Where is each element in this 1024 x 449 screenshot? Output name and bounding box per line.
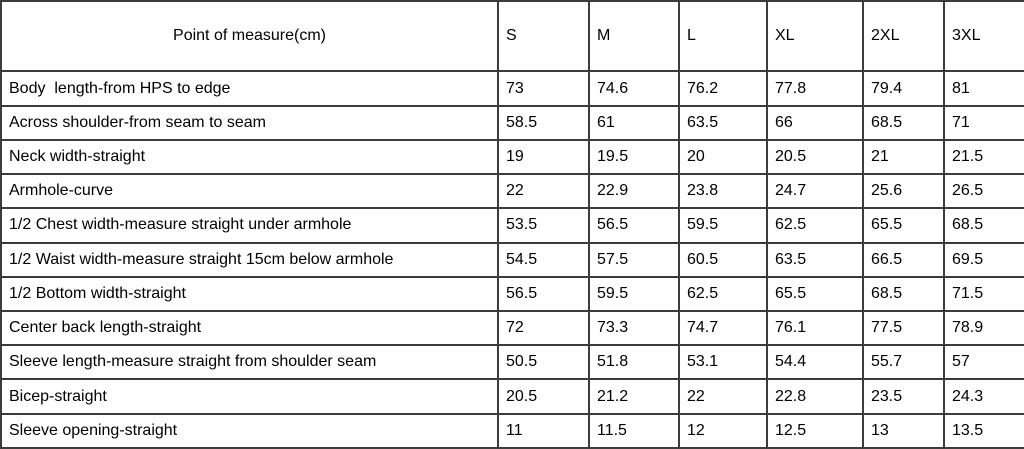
size-value-cell: 58.5 [497, 104, 590, 141]
size-value-cell: 53.1 [678, 344, 768, 381]
size-value-cell: 54.4 [766, 344, 864, 381]
size-value-cell: 22.9 [588, 173, 680, 210]
size-value-cell: 12 [678, 412, 768, 449]
table-row-waist-width: 1/2 Waist width-measure straight 15cm be… [0, 241, 1024, 278]
size-value-cell: 24.7 [766, 173, 864, 210]
size-value-cell: 74.6 [588, 70, 680, 107]
measure-label-cell: Sleeve opening-straight [0, 412, 499, 449]
size-value-cell: 60.5 [678, 241, 768, 278]
size-value-cell: 74.7 [678, 309, 768, 347]
size-value-cell: 68.5 [862, 275, 945, 313]
table-row-chest-width: 1/2 Chest width-measure straight under a… [0, 207, 1024, 244]
size-value-cell: 24.3 [943, 378, 1024, 415]
table-row-across-shoulder: Across shoulder-from seam to seam 58.5 6… [0, 104, 1024, 141]
size-value-cell: 65.5 [766, 275, 864, 313]
size-value-cell: 26.5 [943, 173, 1024, 210]
size-value-cell: 20.5 [766, 138, 864, 176]
size-value-cell: 55.7 [862, 344, 945, 381]
size-value-cell: 72 [497, 309, 590, 347]
size-value-cell: 19 [497, 138, 590, 176]
size-value-cell: 21.2 [588, 378, 680, 415]
size-value-cell: 65.5 [862, 207, 945, 244]
size-value-cell: 23.5 [862, 378, 945, 415]
size-value-cell: 57 [943, 344, 1024, 381]
size-value-cell: 53.5 [497, 207, 590, 244]
table-row-armhole: Armhole-curve 22 22.9 23.8 24.7 25.6 26.… [0, 173, 1024, 210]
measure-label-cell: Sleeve length-measure straight from shou… [0, 344, 499, 381]
size-value-cell: 77.8 [766, 70, 864, 107]
size-value-cell: 20.5 [497, 378, 590, 415]
size-value-cell: 22.8 [766, 378, 864, 415]
size-value-cell: 21 [862, 138, 945, 176]
size-value-cell: 12.5 [766, 412, 864, 449]
size-value-cell: 73.3 [588, 309, 680, 347]
size-value-cell: 69.5 [943, 241, 1024, 278]
size-value-cell: 61 [588, 104, 680, 141]
measure-label-cell: Armhole-curve [0, 173, 499, 210]
size-value-cell: 66 [766, 104, 864, 141]
size-value-cell: 66.5 [862, 241, 945, 278]
table-row-bicep: Bicep-straight 20.5 21.2 22 22.8 23.5 24… [0, 378, 1024, 415]
size-value-cell: 59.5 [678, 207, 768, 244]
measure-label-cell: 1/2 Waist width-measure straight 15cm be… [0, 241, 499, 278]
size-value-cell: 73 [497, 70, 590, 107]
measure-label-cell: 1/2 Bottom width-straight [0, 275, 499, 313]
table-row-center-back-length: Center back length-straight 72 73.3 74.7… [0, 309, 1024, 347]
measure-label-cell: Body length-from HPS to edge [0, 70, 499, 107]
table-row-sleeve-length: Sleeve length-measure straight from shou… [0, 344, 1024, 381]
size-value-cell: 54.5 [497, 241, 590, 278]
size-value-cell: 76.1 [766, 309, 864, 347]
size-value-cell: 23.8 [678, 173, 768, 210]
size-value-cell: 11.5 [588, 412, 680, 449]
size-value-cell: 57.5 [588, 241, 680, 278]
size-value-cell: 68.5 [943, 207, 1024, 244]
size-value-cell: 63.5 [678, 104, 768, 141]
header-size-3xl: 3XL [943, 0, 1024, 73]
measure-label-cell: Center back length-straight [0, 309, 499, 347]
size-value-cell: 81 [943, 70, 1024, 107]
header-size-xl: XL [766, 0, 864, 73]
table-row-neck-width: Neck width-straight 19 19.5 20 20.5 21 2… [0, 138, 1024, 176]
header-point-of-measure: Point of measure(cm) [0, 0, 499, 73]
header-row: Point of measure(cm) S M L XL 2XL 3XL [0, 0, 1024, 73]
size-value-cell: 63.5 [766, 241, 864, 278]
header-size-s: S [497, 0, 590, 73]
size-value-cell: 71 [943, 104, 1024, 141]
size-value-cell: 22 [678, 378, 768, 415]
size-value-cell: 79.4 [862, 70, 945, 107]
table-row-bottom-width: 1/2 Bottom width-straight 56.5 59.5 62.5… [0, 275, 1024, 313]
size-value-cell: 13.5 [943, 412, 1024, 449]
size-value-cell: 62.5 [678, 275, 768, 313]
header-size-m: M [588, 0, 680, 73]
size-value-cell: 62.5 [766, 207, 864, 244]
measure-label-cell: Across shoulder-from seam to seam [0, 104, 499, 141]
header-size-l: L [678, 0, 768, 73]
size-value-cell: 68.5 [862, 104, 945, 141]
measure-label-cell: 1/2 Chest width-measure straight under a… [0, 207, 499, 244]
size-value-cell: 56.5 [497, 275, 590, 313]
size-value-cell: 77.5 [862, 309, 945, 347]
size-value-cell: 56.5 [588, 207, 680, 244]
header-size-2xl: 2XL [862, 0, 945, 73]
size-value-cell: 20 [678, 138, 768, 176]
measure-label-cell: Neck width-straight [0, 138, 499, 176]
measure-label-cell: Bicep-straight [0, 378, 499, 415]
size-value-cell: 22 [497, 173, 590, 210]
size-value-cell: 76.2 [678, 70, 768, 107]
size-value-cell: 21.5 [943, 138, 1024, 176]
size-value-cell: 51.8 [588, 344, 680, 381]
size-value-cell: 13 [862, 412, 945, 449]
size-value-cell: 11 [497, 412, 590, 449]
size-value-cell: 25.6 [862, 173, 945, 210]
size-value-cell: 50.5 [497, 344, 590, 381]
size-value-cell: 19.5 [588, 138, 680, 176]
size-value-cell: 71.5 [943, 275, 1024, 313]
size-value-cell: 78.9 [943, 309, 1024, 347]
table-row-body-length: Body length-from HPS to edge 73 74.6 76.… [0, 70, 1024, 107]
table-row-sleeve-opening: Sleeve opening-straight 11 11.5 12 12.5 … [0, 412, 1024, 449]
size-value-cell: 59.5 [588, 275, 680, 313]
